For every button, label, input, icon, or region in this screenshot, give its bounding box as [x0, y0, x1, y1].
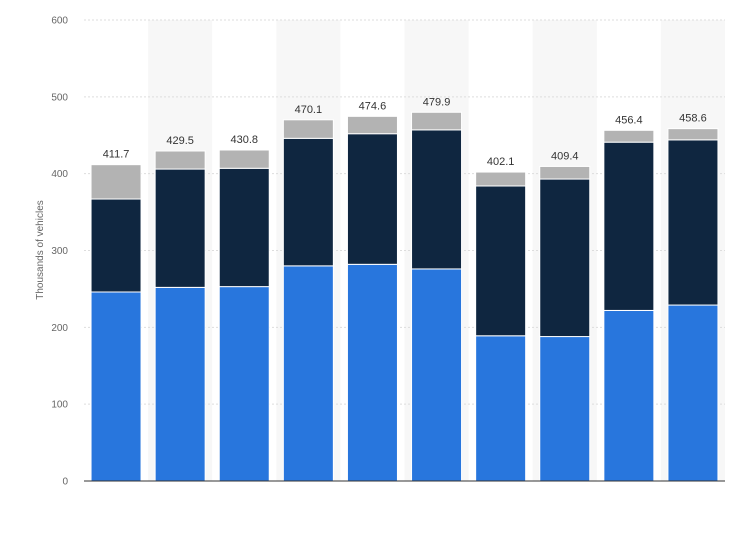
- bar-segment-series-1: [603, 309, 655, 482]
- bar-segment-series-2: [603, 141, 655, 311]
- y-tick-label: 600: [51, 16, 68, 27]
- bar-segment-series-1: [411, 268, 463, 482]
- total-label: 411.7: [103, 149, 130, 161]
- total-labels: 411.7 429.5 430.8 470.1 474.6 479.9 402.1 409.4…: [103, 96, 707, 168]
- y-axis-ticks: 0 100 200 300 400 500 600: [51, 16, 68, 488]
- y-tick-label: 500: [51, 92, 68, 103]
- bar-segment-series-2: [154, 168, 206, 288]
- bar-segment-series-2: [282, 137, 334, 267]
- y-tick-label: 200: [51, 323, 68, 334]
- bar-segment-series-2: [539, 178, 591, 338]
- bar-segment-series-1: [346, 263, 398, 482]
- bar-segment-series-3: [90, 164, 142, 200]
- bar-segment-series-2: [90, 198, 142, 293]
- total-label: 402.1: [487, 156, 515, 168]
- total-label: 429.5: [166, 135, 194, 147]
- bar-segment-series-3: [667, 128, 719, 141]
- y-tick-label: 400: [51, 169, 68, 180]
- bar-segment-series-3: [346, 115, 398, 135]
- bar-segment-series-2: [475, 185, 527, 337]
- bar-segment-series-3: [282, 119, 334, 139]
- bar-segment-series-1: [218, 286, 270, 482]
- total-label: 430.8: [230, 134, 258, 146]
- bar-segment-series-1: [282, 265, 334, 482]
- total-label: 458.6: [679, 113, 707, 125]
- bar-segment-series-1: [90, 291, 142, 482]
- gridlines: [84, 19, 725, 405]
- y-tick-label: 0: [62, 477, 68, 488]
- bar-segment-series-2: [411, 129, 463, 270]
- bar-segment-series-2: [346, 133, 398, 265]
- total-label: 479.9: [423, 96, 451, 108]
- bars: [90, 111, 719, 482]
- y-axis-title: Thousands of vehicles: [35, 200, 46, 300]
- total-label: 409.4: [551, 150, 579, 162]
- bar-segment-series-3: [154, 150, 206, 170]
- bar-segment-series-2: [667, 139, 719, 306]
- bar-segment-series-3: [539, 165, 591, 180]
- bar-segment-series-3: [475, 171, 527, 187]
- bar-segment-series-3: [603, 129, 655, 143]
- bar-segment-series-2: [218, 167, 270, 288]
- bar-segment-series-3: [411, 111, 463, 131]
- total-label: 456.4: [615, 114, 643, 126]
- bar-segment-series-1: [667, 304, 719, 482]
- total-label: 470.1: [295, 104, 323, 116]
- total-label: 474.6: [359, 100, 387, 112]
- y-tick-label: 100: [51, 400, 68, 411]
- y-tick-label: 300: [51, 246, 68, 257]
- bar-segment-series-3: [218, 149, 270, 169]
- bar-segment-series-1: [154, 286, 206, 482]
- bar-segment-series-1: [475, 335, 527, 482]
- bar-segment-series-1: [539, 336, 591, 482]
